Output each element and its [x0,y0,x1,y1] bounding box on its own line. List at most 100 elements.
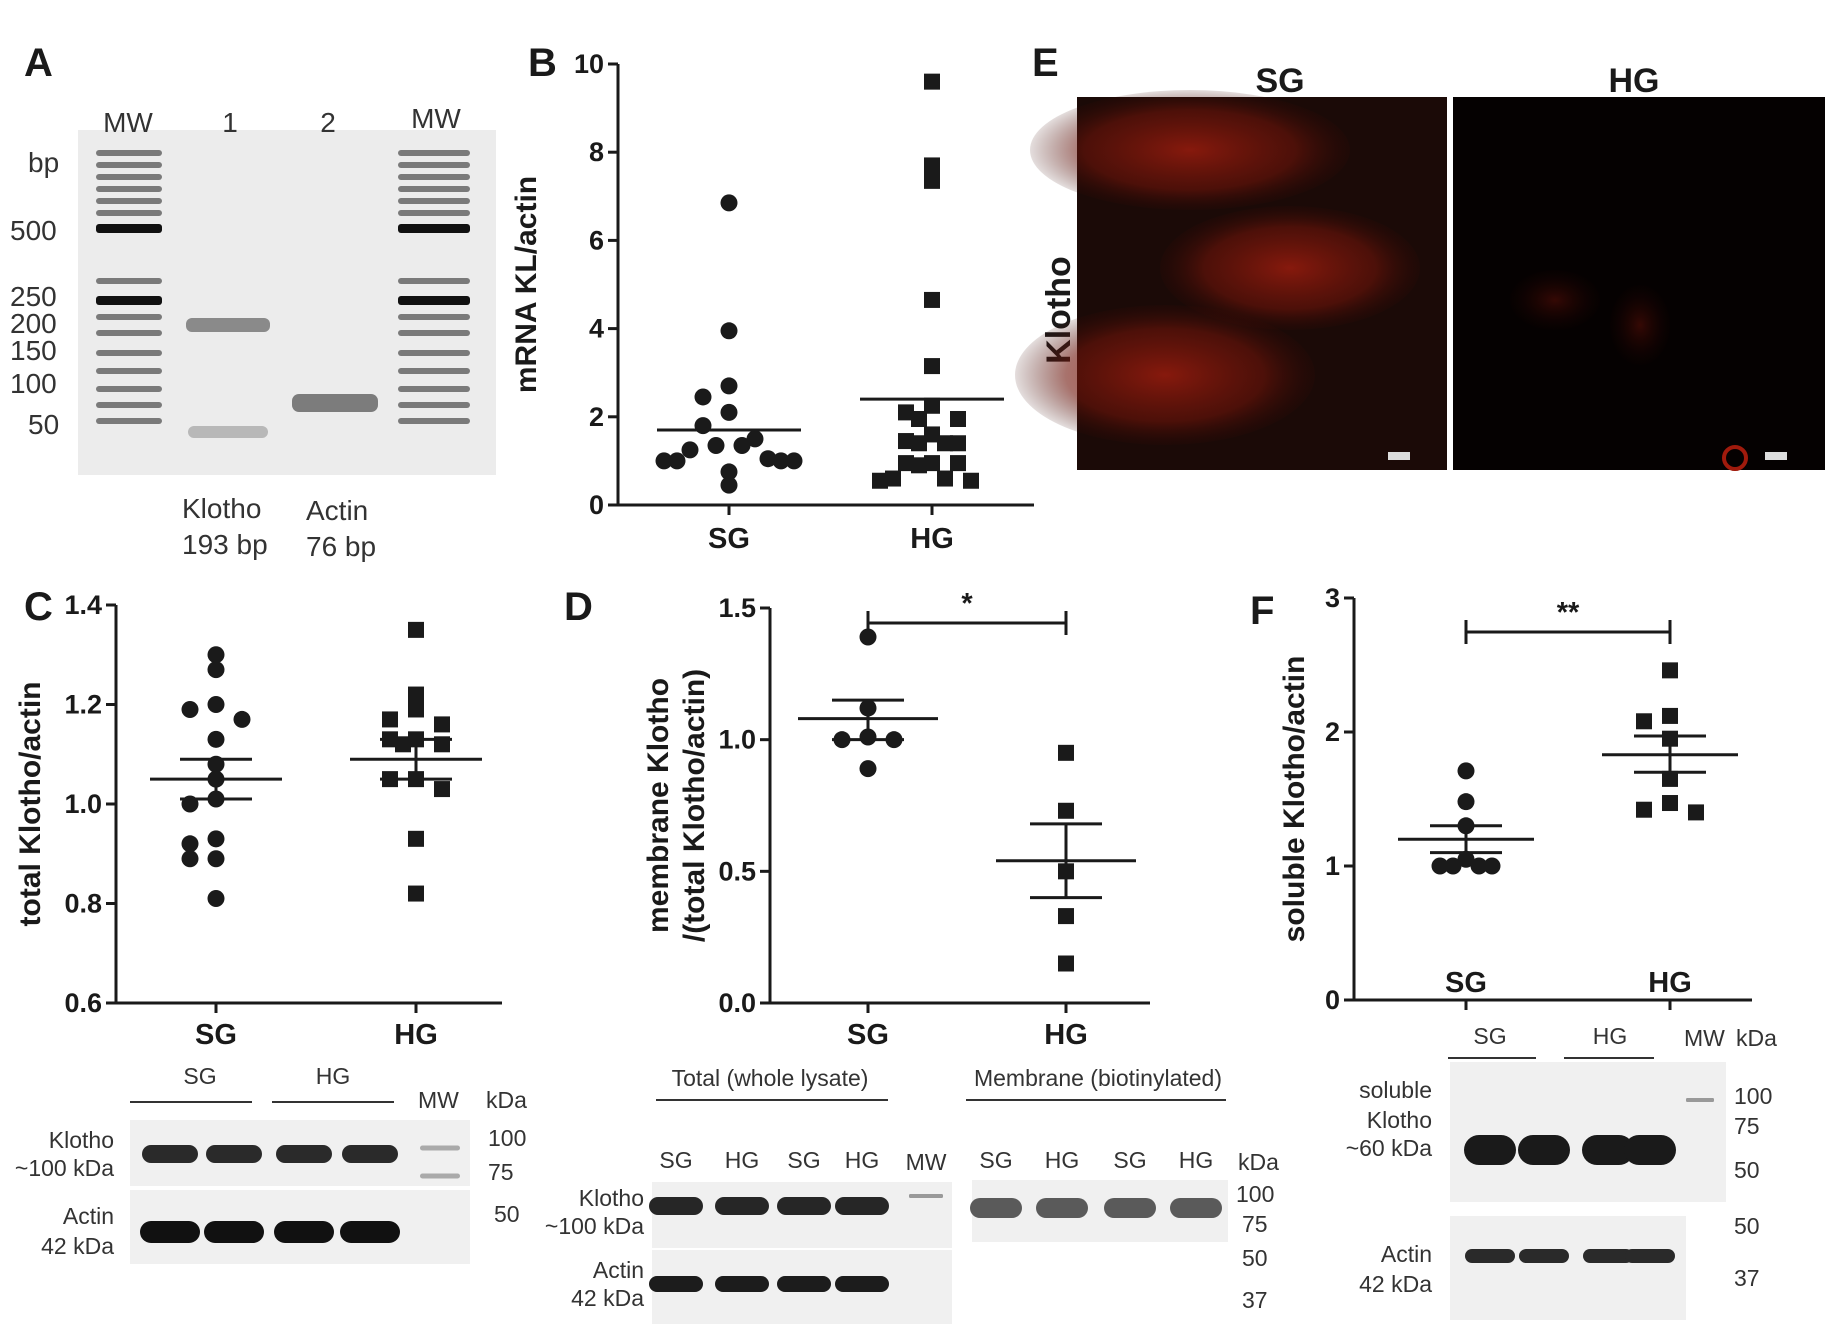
panel-b-point-sg [772,452,790,470]
blot-c-marker-50: 50 [494,1201,520,1227]
ladder-band [398,186,470,192]
blot-c-row1-size: ~100 kDa [15,1155,114,1181]
panel-c-point-sg [207,850,225,868]
panel-d-point-sg [859,760,877,778]
panel-f-point-sg [1470,857,1488,875]
panel-c-point-hg [434,781,450,798]
panel-b-ylabel: mRNA KL/actin [510,176,543,393]
blot-d-lane-labels: SG HG SG HG SG HG SG HG [659,1147,1213,1173]
blot-f-row1-label-a: soluble [1359,1077,1432,1103]
panel-c-category-label: HG [394,1019,438,1051]
panel-c-point-sg [233,710,251,728]
image-col-hg: HG [1609,62,1660,100]
blot-d-section-membrane: Membrane (biotinylated) [974,1065,1222,1091]
panel-d-point-hg [1058,802,1074,819]
ladder-label-150: 150 [10,335,57,366]
panel-b-ytick-label: 2 [589,402,604,432]
blot-f-ladder-band [1686,1098,1714,1102]
ladder-band [398,368,470,374]
panel-b-point-hg [911,457,927,474]
panel-b-point-sg [720,322,738,340]
blot-c-group-sg: SG [183,1063,216,1089]
ladder-band [398,150,470,156]
panel-d-ylabel: /(total Klotho/actin) [678,669,711,942]
panel-d-ytick-label: 0.5 [718,856,756,886]
panel-f-ytick-label: 0 [1325,985,1340,1015]
blot-c-unit: kDa [486,1087,527,1113]
blot-f-actin-band [1625,1249,1675,1263]
panel-f-point-sg [1457,850,1475,868]
panel-c-ytick-label: 0.8 [64,889,102,919]
blot-f-soluble-band [1518,1135,1570,1165]
panel-d-chart: 0.0 0.5 1.0 1.5 membrane Klotho/(total Kloth… [642,588,1150,1051]
panel-b-point-hg [963,472,979,489]
ladder-band [96,386,162,392]
gel-unit-label: bp [28,147,59,178]
panel-b-point-hg [924,455,940,472]
caption-klotho-size: 193 bp [182,529,268,560]
blot-c-marker-100: 100 [488,1125,526,1151]
panel-a-letter: A [24,41,53,85]
blot-c-klotho-band [206,1145,262,1163]
blot-d-membrane-klotho-band [1104,1198,1156,1218]
panel-f-chart: 0 1 2 3 soluble Klotho/actin SG HG ** [1278,583,1752,1015]
panel-d-blot: Total (whole lysate) Membrane (biotinyla… [545,1065,1279,1324]
blot-d-row2-size: 42 kDa [571,1285,644,1311]
blot-d-actin-band [649,1276,703,1292]
panel-f-blot: SG HG MW kDa soluble Klotho ~60 kDa Acti… [1346,1023,1777,1320]
panel-c-point-sg [181,835,199,853]
blot-c-ladder-band [420,1173,460,1179]
panel-d-point-hg [1058,744,1074,761]
panel-b-point-sg [694,388,712,406]
panel-c-axes [114,605,502,1005]
ladder-band [96,186,162,192]
ladder-band [96,224,162,233]
panel-d-category-label: HG [1044,1019,1088,1051]
sg-tissue-bottom [1015,305,1315,445]
blot-f-marker-37: 37 [1734,1265,1760,1291]
panel-f-point-sg [1431,857,1449,875]
panel-d-ytick-label: 0.0 [718,988,756,1018]
actin-pcr-band [292,394,378,412]
blot-d-row1-size: ~100 kDa [545,1213,644,1239]
blot-d-total-klotho-band [777,1197,831,1215]
blot-d-actin-band [777,1276,831,1292]
panel-b-point-hg [911,411,927,428]
ladder-lane-right [398,150,470,424]
lane-label-2: 2 [320,107,336,138]
panel-b-point-hg [937,470,953,487]
sg-tissue-top [1030,90,1350,210]
panel-b-category-label: SG [708,523,750,555]
blot-c-klotho-band [276,1145,332,1163]
blot-d-actin-band [835,1276,889,1292]
ladder-band [398,386,470,392]
blot-d-total-klotho-band [835,1197,889,1215]
panel-f-significance-label: ** [1557,597,1580,629]
ladder-band [96,330,162,336]
blot-c-klotho-band [342,1145,398,1163]
panel-c-chart: 0.6 0.8 1.0 1.2 1.4 total Klotho/actin SG HG [14,590,502,1051]
blot-f-row2-label: Actin [1381,1241,1432,1267]
blot-f-soluble-band [1464,1135,1516,1165]
panel-b-axes [616,64,1034,507]
panel-c-point-hg [408,701,424,718]
ladder-band [96,198,162,204]
ladder-band [398,330,470,336]
ladder-lane-left [96,150,162,424]
sg-scale-bar [1388,452,1410,460]
blot-d-lane-label: HG [725,1147,760,1173]
blot-f-actin-band [1583,1249,1633,1263]
panel-c-point-sg [207,646,225,664]
panel-b-point-sg [655,452,673,470]
panel-b-ytick-label: 6 [589,225,604,255]
panel-b-letter: B [528,41,557,85]
blot-c-row1-label: Klotho [49,1127,114,1153]
panel-c-point-sg [181,700,199,718]
blot-d-lane-label: SG [1113,1147,1146,1173]
panel-c-ylabel: total Klotho/actin [14,682,47,927]
panel-b-point-hg [911,435,927,452]
blot-c-row2-size: 42 kDa [41,1233,114,1259]
blot-d-unit: kDa [1238,1149,1279,1175]
panel-a-gel: MW 1 2 MW bp 500 250 200 150 100 50 Klot… [10,103,496,562]
panel-f-category-label: HG [1648,967,1692,999]
